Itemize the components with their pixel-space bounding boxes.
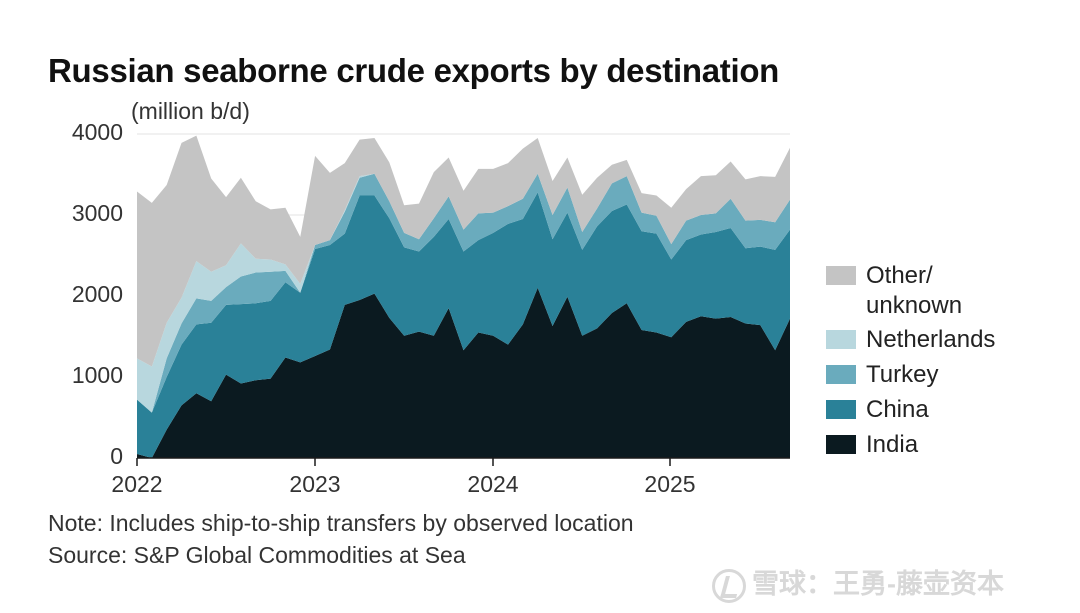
legend-label-turkey: Turkey xyxy=(866,361,938,388)
chart-source: Source: S&P Global Commodities at Sea xyxy=(48,542,466,568)
x-tick-label: 2024 xyxy=(467,471,518,497)
legend-label-other: Other/ xyxy=(866,262,933,289)
legend-label-other-line2: unknown xyxy=(866,292,962,319)
legend-label-netherlands: Netherlands xyxy=(866,326,995,353)
watermark-text: 雪球：王勇-藤壶资本 xyxy=(752,569,1004,599)
y-tick-label: 1000 xyxy=(72,362,123,388)
chart-note: Note: Includes ship-to-ship transfers by… xyxy=(48,510,634,536)
x-tick-label: 2023 xyxy=(289,471,340,497)
areas xyxy=(137,135,790,458)
y-unit-label: (million b/d) xyxy=(131,98,250,124)
area-series-china xyxy=(137,192,790,458)
legend-swatch-turkey xyxy=(826,365,856,384)
legend-swatch-india xyxy=(826,435,856,454)
chart-title: Russian seaborne crude exports by destin… xyxy=(48,52,780,89)
snowball-logo-icon xyxy=(712,568,746,603)
x-tick-label: 2025 xyxy=(644,471,695,497)
axes: 0 1000 2000 3000 4000 2022 2023 2024 202… xyxy=(72,119,790,497)
legend: Other/ unknown Netherlands Turkey China … xyxy=(826,262,995,458)
y-tick-label: 4000 xyxy=(72,119,123,145)
area-series-india xyxy=(137,287,790,458)
y-tick-label: 0 xyxy=(110,443,123,469)
y-tick-label: 2000 xyxy=(72,281,123,307)
watermark: 雪球：王勇-藤壶资本 xyxy=(712,562,1004,603)
legend-swatch-other xyxy=(826,266,856,285)
x-tick-label: 2022 xyxy=(111,471,162,497)
legend-label-china: China xyxy=(866,396,929,423)
area-series-other-unknown xyxy=(137,135,790,367)
area-series-turkey xyxy=(137,173,790,413)
y-tick-label: 3000 xyxy=(72,200,123,226)
legend-label-india: India xyxy=(866,431,919,458)
legend-swatch-china xyxy=(826,400,856,419)
legend-swatch-netherlands xyxy=(826,330,856,349)
